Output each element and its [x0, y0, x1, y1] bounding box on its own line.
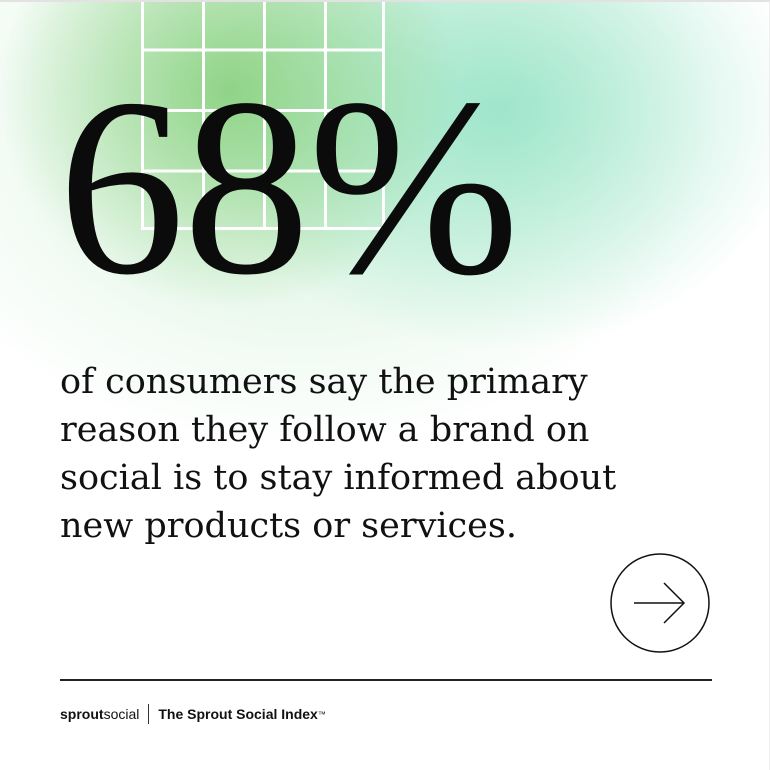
stat-value: 68% — [58, 46, 520, 327]
footer: sproutsocial The Sprout Social Index ™ — [60, 704, 326, 724]
stat-description: of consumers say the primary reason they… — [60, 362, 617, 546]
next-button[interactable] — [610, 553, 710, 653]
decorative-grid — [141, 0, 385, 230]
footer-title: The Sprout Social Index — [158, 706, 318, 722]
divider — [60, 679, 712, 681]
arrow-right-icon — [634, 582, 686, 624]
sprout-social-logo: sproutsocial — [60, 706, 140, 722]
trademark: ™ — [317, 709, 326, 719]
footer-separator — [148, 704, 150, 724]
